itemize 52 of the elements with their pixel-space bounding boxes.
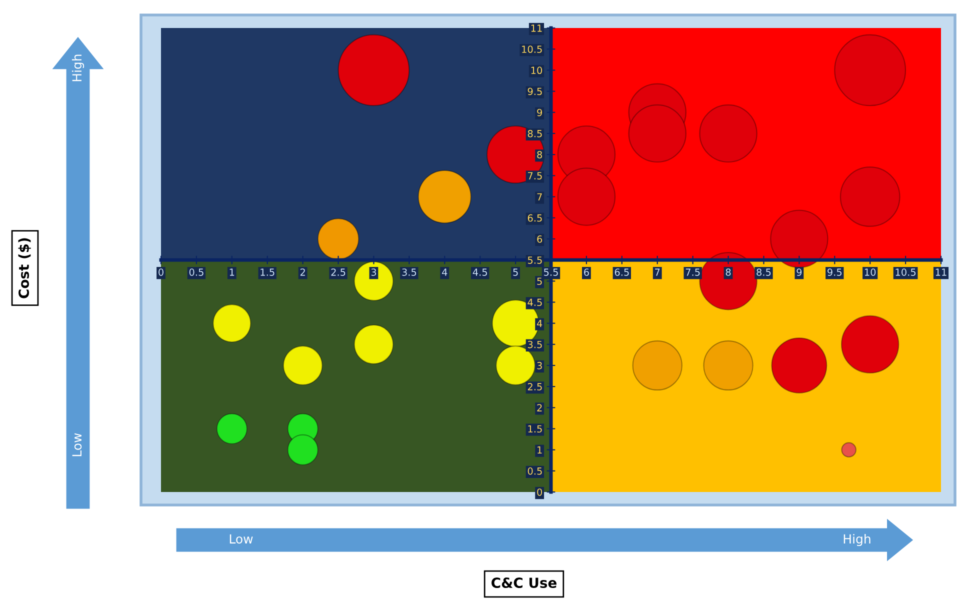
x-tick-label: 8.5 — [756, 268, 771, 276]
x-tick-label: 6.5 — [614, 268, 629, 276]
x-tick-label: 6 — [584, 268, 589, 276]
text: Low — [230, 534, 253, 544]
x-tick-label: 5.5 — [544, 268, 558, 276]
y-tick-label: 9.5 — [528, 88, 542, 96]
x-tick-label: 9.5 — [828, 268, 842, 276]
x-tick-label: 0.5 — [189, 268, 204, 276]
y-tick-label: 1.5 — [528, 425, 542, 433]
y-tick-label: 0 — [537, 488, 542, 496]
x-tick-label: 1 — [230, 268, 234, 276]
y-tick-label: 5.5 — [528, 256, 542, 264]
x-tick-label: 1.5 — [260, 268, 274, 276]
y-tick-label: 7.5 — [528, 172, 542, 180]
x-tick-label: 11 — [936, 268, 946, 276]
x-tick-label: 3.5 — [402, 268, 416, 276]
x-tick-label: 4 — [442, 268, 448, 276]
x-tick-label: 2.5 — [331, 268, 346, 276]
y-tick-label: 4 — [536, 320, 542, 327]
y-tick-label: 4.5 — [528, 298, 542, 306]
text: High — [844, 534, 870, 546]
x-tick-label: 8 — [726, 268, 731, 276]
y-tick-label: 6.5 — [528, 214, 542, 222]
y-tick-label: 10 — [531, 66, 542, 74]
y-tick-label: 1 — [538, 446, 542, 454]
x-tick-label: 9 — [796, 268, 802, 276]
y-tick-label: 2 — [537, 404, 542, 412]
y-tick-label: 7 — [537, 193, 542, 200]
x-tick-label: 4.5 — [472, 268, 487, 276]
x-tick-label: 10 — [864, 268, 876, 276]
x-tick-label: 0 — [158, 268, 164, 276]
y-tick-label: 8.5 — [528, 130, 542, 138]
x-tick-label: 3 — [371, 268, 376, 276]
y-tick-label: 8 — [537, 151, 542, 158]
text: C&C Use — [492, 578, 556, 588]
y-tick-label: 2.5 — [528, 383, 542, 390]
y-tick-label: 9 — [537, 108, 542, 116]
text: Cost ($) — [18, 238, 31, 298]
y-tick-label: 10.5 — [522, 46, 542, 53]
y-tick-label: 0.5 — [528, 467, 542, 475]
text: Low — [72, 433, 82, 456]
x-tick-label: 5 — [513, 268, 518, 276]
text: High — [72, 54, 84, 82]
y-tick-label: 6 — [537, 235, 542, 243]
x-tick-label: 10.5 — [896, 268, 916, 276]
y-tick-label: 3 — [537, 362, 542, 370]
x-tick-label: 7.5 — [686, 268, 700, 276]
y-tick-label: 11 — [531, 24, 542, 32]
y-tick-label: 3.5 — [528, 340, 542, 348]
x-tick-label: 2 — [300, 268, 305, 276]
x-tick-label: 7 — [655, 268, 660, 276]
y-tick-label: 5 — [537, 278, 542, 285]
